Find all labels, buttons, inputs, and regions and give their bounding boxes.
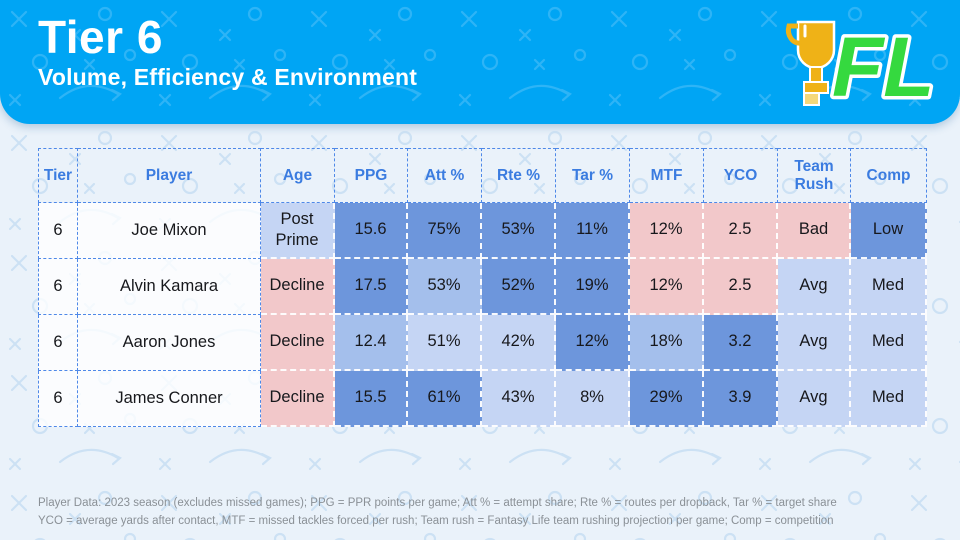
page-subtitle: Volume, Efficiency & Environment — [38, 63, 418, 90]
stat-cell-age: Decline — [261, 315, 335, 371]
stat-cell-mtf: 12% — [630, 259, 704, 315]
column-header-age: Age — [261, 148, 335, 203]
column-header-tar-share: Tar % — [556, 148, 630, 203]
stat-cell-yco: 3.9 — [704, 371, 778, 427]
footnote-line-2: YCO = average yards after contact, MTF =… — [38, 514, 834, 527]
stat-cell-age: Post Prime — [261, 203, 335, 259]
stat-cell-rte-share: 52% — [482, 259, 556, 315]
stat-cell-mtf: 18% — [630, 315, 704, 371]
page-title: Tier 6 — [38, 11, 163, 63]
tier-cell: 6 — [38, 371, 78, 427]
stat-cell-comp: Med — [851, 259, 927, 315]
fantasy-life-logo: FL — [780, 12, 940, 118]
stat-cell-age: Decline — [261, 371, 335, 427]
logo-text: FL — [832, 20, 935, 112]
stat-cell-mtf: 12% — [630, 203, 704, 259]
stat-cell-yco: 3.2 — [704, 315, 778, 371]
tier-cell: 6 — [38, 259, 78, 315]
column-header-player: Player — [78, 148, 261, 203]
tier-cell: 6 — [38, 203, 78, 259]
stat-cell-comp: Med — [851, 315, 927, 371]
player-cell: Aaron Jones — [78, 315, 261, 371]
player-cell: Alvin Kamara — [78, 259, 261, 315]
stat-cell-age: Decline — [261, 259, 335, 315]
tier-table: Tier Player Age PPG Att % Rte % Tar % MT… — [38, 148, 927, 427]
stat-cell-rte-share: 53% — [482, 203, 556, 259]
column-header-ppg: PPG — [335, 148, 408, 203]
column-header-comp: Comp — [851, 148, 927, 203]
stat-cell-comp: Med — [851, 371, 927, 427]
player-cell: James Conner — [78, 371, 261, 427]
stat-cell-att-share: 53% — [408, 259, 482, 315]
footnote: Player Data: 2023 season (excludes misse… — [38, 495, 938, 530]
stat-cell-yco: 2.5 — [704, 259, 778, 315]
header-band: Tier 6 Volume, Efficiency & Environment … — [0, 0, 960, 124]
column-header-rte-share: Rte % — [482, 148, 556, 203]
stat-cell-team-rush: Avg — [778, 371, 851, 427]
stat-cell-mtf: 29% — [630, 371, 704, 427]
stat-cell-comp: Low — [851, 203, 927, 259]
stat-cell-rte-share: 43% — [482, 371, 556, 427]
column-header-mtf: MTF — [630, 148, 704, 203]
stat-cell-ppg: 15.6 — [335, 203, 408, 259]
stat-cell-team-rush: Bad — [778, 203, 851, 259]
stat-cell-att-share: 51% — [408, 315, 482, 371]
stat-cell-tar-share: 19% — [556, 259, 630, 315]
trophy-icon — [785, 20, 836, 106]
tier-cell: 6 — [38, 315, 78, 371]
stat-cell-ppg: 17.5 — [335, 259, 408, 315]
stat-cell-rte-share: 42% — [482, 315, 556, 371]
column-header-team-rush: Team Rush — [778, 148, 851, 203]
column-header-tier: Tier — [38, 148, 78, 203]
stat-cell-tar-share: 8% — [556, 371, 630, 427]
stat-cell-tar-share: 12% — [556, 315, 630, 371]
player-cell: Joe Mixon — [78, 203, 261, 259]
column-header-yco: YCO — [704, 148, 778, 203]
column-header-att-share: Att % — [408, 148, 482, 203]
stat-cell-ppg: 12.4 — [335, 315, 408, 371]
title-block: Tier 6 Volume, Efficiency & Environment — [38, 11, 418, 91]
stat-cell-tar-share: 11% — [556, 203, 630, 259]
stat-cell-att-share: 61% — [408, 371, 482, 427]
stat-cell-yco: 2.5 — [704, 203, 778, 259]
stat-cell-team-rush: Avg — [778, 315, 851, 371]
stat-cell-att-share: 75% — [408, 203, 482, 259]
stat-cell-team-rush: Avg — [778, 259, 851, 315]
stat-cell-ppg: 15.5 — [335, 371, 408, 427]
footnote-line-1: Player Data: 2023 season (excludes misse… — [38, 497, 837, 509]
